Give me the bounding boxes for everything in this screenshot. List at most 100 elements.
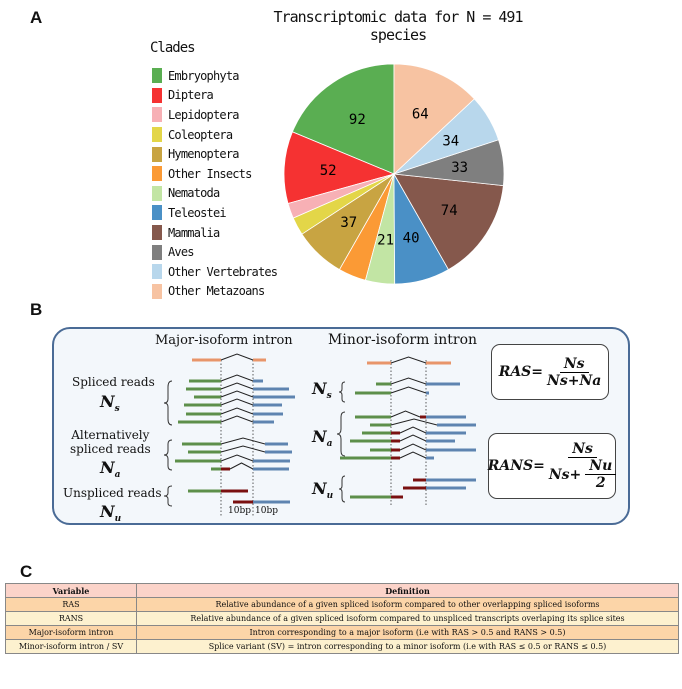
minor-intron-title: Minor-isoform intron: [328, 332, 478, 348]
spliced-reads-label: Spliced reads: [72, 375, 155, 389]
pie-slice: [393, 173, 504, 271]
legend-title: Clades: [150, 40, 196, 56]
legend-swatch: [152, 146, 162, 162]
legend-item: Hymenoptera: [152, 144, 277, 164]
legend-item: Other Insects: [152, 164, 277, 184]
legend-item: Embryophyta: [152, 66, 277, 86]
junction-arc: [220, 382, 254, 390]
legend-label: Other Vertebrates: [168, 264, 278, 279]
legend-label: Embryophyta: [168, 68, 239, 83]
braces: [163, 380, 346, 507]
alt-spliced-label: Alternatively spliced reads: [70, 428, 151, 456]
junction-arc: [220, 407, 254, 415]
slice-label: 92: [349, 112, 366, 128]
junction-arc: [399, 451, 427, 459]
legend-label: Other Metazoans: [168, 284, 265, 299]
header-definition: Definition: [136, 583, 679, 598]
legend-item: Nematoda: [152, 184, 277, 204]
legend-item: Diptera: [152, 86, 277, 106]
legend: Embryophyta Diptera Lepidoptera Coleoptera H…: [152, 66, 278, 302]
legend-label: Teleostei: [168, 205, 227, 220]
legend-swatch: [152, 283, 162, 299]
slice-label: 64: [412, 106, 429, 122]
junction-arc: [220, 415, 254, 423]
legend-item: Mammalia: [152, 223, 277, 243]
junction-arc: [399, 426, 427, 434]
ns-symbol: Ns: [100, 392, 120, 415]
legend-item: Other Metazoans: [152, 282, 277, 302]
cell-variable: Minor-isoform intron / SV: [5, 639, 137, 654]
pie-slice: [283, 131, 396, 205]
legend-label: Diptera: [168, 88, 214, 103]
unspliced-reads-label: Unspliced reads: [63, 486, 162, 500]
panel-label-b: B: [30, 300, 43, 319]
table-row: Major-isoform intron Intron corresponding…: [5, 625, 679, 640]
legend-swatch: [152, 127, 162, 143]
junction-arc: [229, 462, 254, 470]
rans-formula: RANS = Ns Ns+ Nu 2: [488, 433, 617, 499]
junction-arc: [220, 437, 266, 445]
legend-label: Coleoptera: [168, 127, 233, 142]
junction-arc: [220, 454, 254, 462]
junction-arc: [220, 374, 254, 382]
bp-label-right: 10bp: [255, 506, 278, 516]
cell-variable: RAS: [5, 597, 137, 612]
minor-na-symbol: Na: [312, 427, 333, 450]
panel-label-c: C: [20, 562, 33, 581]
cell-definition: Intron corresponding to a major isoform …: [136, 625, 679, 640]
cell-definition: Splice variant (SV) = intron correspondi…: [136, 639, 679, 654]
legend-item: Aves: [152, 242, 277, 262]
junction-arc: [399, 443, 427, 451]
chart-title: Transcriptomic data for N = 491 species: [273, 8, 524, 44]
cell-definition: Relative abundance of a given spliced is…: [136, 611, 679, 626]
legend-swatch: [152, 264, 162, 280]
legend-label: Lepidoptera: [168, 107, 239, 122]
slice-label: 21: [377, 232, 394, 248]
minor-nu-symbol: Nu: [312, 479, 334, 502]
legend-swatch: [152, 68, 162, 84]
junction-arc: [220, 398, 254, 406]
cell-definition: Relative abundance of a given spliced is…: [136, 597, 679, 612]
junction-arc: [390, 377, 427, 385]
legend-swatch: [152, 87, 162, 103]
panel-label-a: A: [30, 8, 43, 27]
legend-swatch: [152, 185, 162, 201]
definitions-table: Variable Definition RAS Relative abundanc…: [5, 583, 679, 654]
junction-arc: [390, 418, 438, 426]
slice-label: 33: [451, 160, 468, 176]
legend-swatch: [152, 205, 162, 221]
legend-label: Hymenoptera: [168, 147, 239, 162]
legend-label: Mammalia: [168, 225, 220, 240]
legend-item: Other Vertebrates: [152, 262, 278, 282]
pie-slice: [393, 63, 475, 175]
nu-symbol: Nu: [100, 502, 122, 525]
header-variable: Variable: [5, 583, 137, 598]
legend-item: Coleoptera: [152, 125, 277, 145]
na-symbol: Na: [100, 458, 121, 481]
junction-arc: [390, 386, 427, 394]
legend-swatch: [152, 244, 162, 260]
slice-label: 40: [403, 231, 420, 247]
table-row: RAS Relative abundance of a given spliced…: [5, 597, 679, 612]
bp-label-left: 10bp: [228, 506, 251, 516]
cell-variable: Major-isoform intron: [5, 625, 137, 640]
ras-formula: RAS = Ns Ns+Na: [491, 344, 609, 400]
slice-label: 34: [442, 133, 459, 149]
table-row: Minor-isoform intron / SV Splice variant …: [5, 639, 679, 654]
cell-variable: RANS: [5, 611, 137, 626]
slice-label: 37: [340, 215, 357, 231]
slice-label: 52: [320, 163, 337, 179]
read-diagram: [163, 353, 476, 516]
junction-arc: [220, 353, 254, 361]
legend-swatch: [152, 225, 162, 241]
legend-label: Other Insects: [168, 166, 252, 181]
junction-arc: [220, 390, 254, 398]
legend-item: Teleostei: [152, 203, 277, 223]
legend-swatch: [152, 107, 162, 123]
major-intron-title: Major-isoform intron: [155, 333, 293, 348]
junction-arc: [390, 410, 421, 418]
slice-label: 74: [441, 203, 458, 219]
junction-arc: [220, 445, 266, 453]
pie-chart: 92 52 37 21 40 74 33 34 64: [283, 63, 505, 285]
